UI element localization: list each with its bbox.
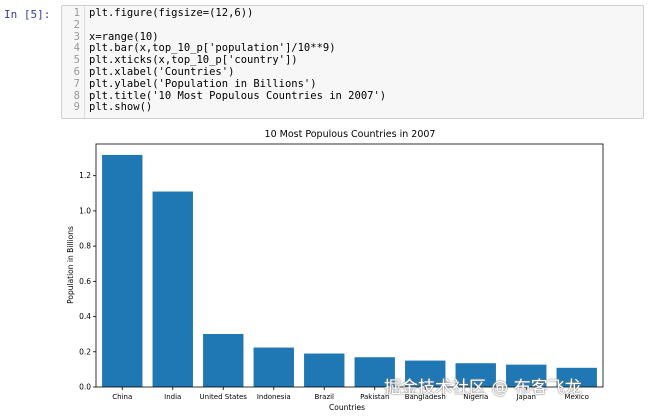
y-tick-label: 0.4 bbox=[79, 312, 91, 321]
y-tick-label: 0.6 bbox=[79, 277, 91, 286]
x-tick-label: Nigeria bbox=[463, 393, 488, 401]
bar-india bbox=[152, 191, 193, 387]
bar-united-states bbox=[203, 333, 244, 387]
code-text: plt.bar(x,top_10_p['population']/10**9) bbox=[89, 42, 336, 55]
code-line: 4 plt.bar(x,top_10_p['population']/10**9) bbox=[62, 42, 336, 55]
code-text: plt.ylabel('Population in Billions') bbox=[89, 77, 317, 90]
code-line: 2 bbox=[62, 18, 89, 32]
bar-nigeria bbox=[455, 363, 496, 387]
watermark: 掘金技术社区 @ 布客飞龙 bbox=[384, 378, 582, 398]
code-line: 6 plt.xlabel('Countries') bbox=[62, 66, 235, 79]
code-line: 1 plt.figure(figsize=(12,6)) bbox=[62, 7, 254, 20]
line-number: 8 bbox=[73, 89, 80, 102]
x-tick-label: India bbox=[164, 393, 181, 401]
plot-frame bbox=[95, 143, 604, 388]
bar-bangladesh bbox=[405, 360, 446, 387]
bar-brazil bbox=[304, 353, 345, 387]
output-area: 10 Most Populous Countries in 2007 0.0 0.… bbox=[0, 124, 648, 413]
bar-indonesia bbox=[253, 347, 294, 387]
x-tick-label: Indonesia bbox=[257, 393, 291, 401]
x-tick-label: Mexico bbox=[565, 393, 589, 401]
code-line: 3 x=range(10) bbox=[62, 30, 159, 44]
y-tick-label: 1.2 bbox=[79, 171, 91, 180]
y-tick-label: 1.0 bbox=[79, 206, 91, 215]
bar-japan bbox=[506, 364, 547, 387]
bar-mexico bbox=[556, 367, 597, 387]
code-text: plt.xticks(x,top_10_p['country']) bbox=[89, 54, 298, 67]
line-number-gutter bbox=[84, 6, 85, 118]
bar-china bbox=[102, 154, 143, 387]
code-text: plt.show() bbox=[89, 101, 153, 114]
y-axis-label: Population in Billions bbox=[66, 226, 75, 304]
line-number: 9 bbox=[73, 101, 80, 114]
line-number: 7 bbox=[73, 77, 80, 90]
line-number: 2 bbox=[73, 18, 80, 31]
code-text: plt.title('10 Most Populous Countries in… bbox=[89, 89, 387, 102]
x-tick-label: Brazil bbox=[314, 393, 334, 401]
code-text: x=range(10) bbox=[89, 30, 159, 43]
bar-pakistan bbox=[354, 357, 395, 387]
y-tick-label: 0.8 bbox=[79, 242, 91, 251]
code-line: 5 plt.xticks(x,top_10_p['country']) bbox=[62, 54, 298, 67]
x-tick-label: United States bbox=[200, 393, 248, 401]
y-tick-label: 0.0 bbox=[79, 383, 91, 392]
line-number: 4 bbox=[73, 42, 80, 55]
line-number: 5 bbox=[73, 54, 80, 67]
x-axis-label: Countries bbox=[329, 403, 365, 412]
code-cell[interactable]: 1 plt.figure(figsize=(12,6)) 2 3 x=range(10)… bbox=[61, 5, 644, 119]
input-prompt: In [5]: bbox=[4, 8, 51, 21]
y-tick-label: 0.2 bbox=[79, 347, 91, 356]
code-text: plt.xlabel('Countries') bbox=[89, 66, 235, 78]
line-number: 3 bbox=[73, 30, 80, 43]
code-line: 9 plt.show() bbox=[62, 101, 153, 114]
x-tick-label: China bbox=[112, 393, 132, 401]
code-line: 8 plt.title('10 Most Populous Countries i… bbox=[62, 89, 387, 103]
x-tick-label: Bangladesh bbox=[405, 393, 446, 401]
chart-title: 10 Most Populous Countries in 2007 bbox=[265, 129, 436, 140]
x-tick-label: Pakistan bbox=[360, 393, 389, 401]
code-line: 7 plt.ylabel('Population in Billions') bbox=[62, 77, 317, 91]
line-number: 1 bbox=[73, 7, 80, 19]
x-tick-label: Japan bbox=[515, 393, 536, 401]
code-text: plt.figure(figsize=(12,6)) bbox=[89, 7, 254, 19]
bar-chart: 10 Most Populous Countries in 2007 0.0 0.… bbox=[66, 129, 604, 412]
line-number: 6 bbox=[73, 66, 80, 78]
